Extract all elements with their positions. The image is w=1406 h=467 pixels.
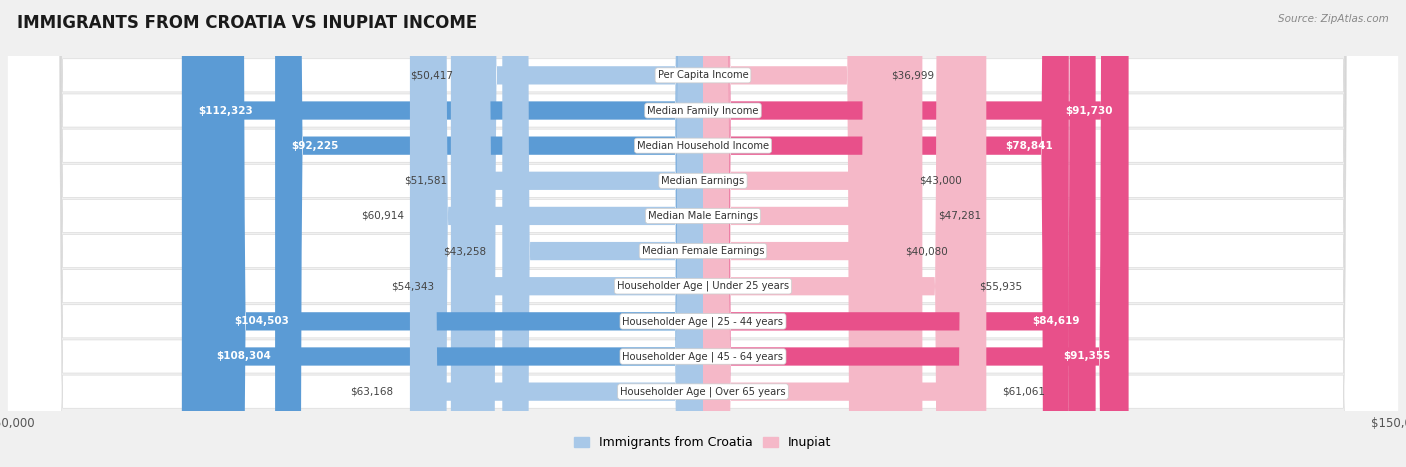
- FancyBboxPatch shape: [11, 0, 1395, 467]
- Text: $108,304: $108,304: [217, 352, 271, 361]
- Text: Median Male Earnings: Median Male Earnings: [648, 211, 758, 221]
- FancyBboxPatch shape: [7, 0, 1399, 467]
- Text: $54,343: $54,343: [391, 281, 434, 291]
- Text: $43,000: $43,000: [918, 176, 962, 186]
- Text: Median Earnings: Median Earnings: [661, 176, 745, 186]
- FancyBboxPatch shape: [464, 0, 703, 467]
- Text: Householder Age | Over 65 years: Householder Age | Over 65 years: [620, 386, 786, 397]
- Text: $63,168: $63,168: [350, 387, 394, 396]
- FancyBboxPatch shape: [411, 0, 703, 467]
- FancyBboxPatch shape: [420, 0, 703, 467]
- Legend: Immigrants from Croatia, Inupiat: Immigrants from Croatia, Inupiat: [569, 432, 837, 454]
- FancyBboxPatch shape: [11, 0, 1395, 467]
- FancyBboxPatch shape: [201, 0, 703, 467]
- FancyBboxPatch shape: [7, 0, 1399, 467]
- FancyBboxPatch shape: [218, 0, 703, 467]
- FancyBboxPatch shape: [502, 0, 703, 467]
- FancyBboxPatch shape: [703, 0, 1129, 467]
- Text: $112,323: $112,323: [198, 106, 253, 115]
- Text: Median Female Earnings: Median Female Earnings: [641, 246, 765, 256]
- Text: Median Family Income: Median Family Income: [647, 106, 759, 115]
- Text: $92,225: $92,225: [291, 141, 339, 151]
- Text: $60,914: $60,914: [361, 211, 404, 221]
- FancyBboxPatch shape: [11, 0, 1395, 467]
- FancyBboxPatch shape: [7, 0, 1399, 467]
- Text: $91,355: $91,355: [1063, 352, 1111, 361]
- FancyBboxPatch shape: [703, 0, 903, 467]
- FancyBboxPatch shape: [11, 0, 1395, 467]
- Text: $43,258: $43,258: [443, 246, 486, 256]
- FancyBboxPatch shape: [703, 0, 889, 467]
- Text: Median Household Income: Median Household Income: [637, 141, 769, 151]
- FancyBboxPatch shape: [703, 0, 922, 467]
- FancyBboxPatch shape: [7, 0, 1399, 467]
- Text: $51,581: $51,581: [405, 176, 447, 186]
- FancyBboxPatch shape: [7, 0, 1399, 467]
- FancyBboxPatch shape: [7, 0, 1399, 467]
- FancyBboxPatch shape: [7, 0, 1399, 467]
- FancyBboxPatch shape: [11, 0, 1395, 467]
- FancyBboxPatch shape: [703, 0, 1095, 467]
- FancyBboxPatch shape: [181, 0, 703, 467]
- Text: $50,417: $50,417: [409, 71, 453, 80]
- FancyBboxPatch shape: [703, 0, 1069, 467]
- FancyBboxPatch shape: [276, 0, 703, 467]
- FancyBboxPatch shape: [11, 0, 1395, 467]
- FancyBboxPatch shape: [451, 0, 703, 467]
- Text: $104,503: $104,503: [235, 316, 290, 326]
- Text: Householder Age | 45 - 64 years: Householder Age | 45 - 64 years: [623, 351, 783, 362]
- Text: $78,841: $78,841: [1005, 141, 1053, 151]
- FancyBboxPatch shape: [11, 0, 1395, 467]
- Text: $36,999: $36,999: [891, 71, 934, 80]
- Text: Householder Age | 25 - 44 years: Householder Age | 25 - 44 years: [623, 316, 783, 326]
- Text: $47,281: $47,281: [939, 211, 981, 221]
- Text: $61,061: $61,061: [1002, 387, 1046, 396]
- FancyBboxPatch shape: [7, 0, 1399, 467]
- Text: $84,619: $84,619: [1032, 316, 1080, 326]
- Text: $40,080: $40,080: [905, 246, 948, 256]
- FancyBboxPatch shape: [703, 0, 987, 467]
- Text: $91,730: $91,730: [1064, 106, 1112, 115]
- FancyBboxPatch shape: [703, 0, 963, 467]
- FancyBboxPatch shape: [11, 0, 1395, 467]
- Text: $55,935: $55,935: [979, 281, 1022, 291]
- Text: IMMIGRANTS FROM CROATIA VS INUPIAT INCOME: IMMIGRANTS FROM CROATIA VS INUPIAT INCOM…: [17, 14, 477, 32]
- FancyBboxPatch shape: [703, 0, 1126, 467]
- FancyBboxPatch shape: [7, 0, 1399, 467]
- FancyBboxPatch shape: [7, 0, 1399, 467]
- Text: Per Capita Income: Per Capita Income: [658, 71, 748, 80]
- FancyBboxPatch shape: [11, 0, 1395, 467]
- Text: Householder Age | Under 25 years: Householder Age | Under 25 years: [617, 281, 789, 291]
- FancyBboxPatch shape: [470, 0, 703, 467]
- Text: Source: ZipAtlas.com: Source: ZipAtlas.com: [1278, 14, 1389, 24]
- FancyBboxPatch shape: [703, 0, 875, 467]
- FancyBboxPatch shape: [11, 0, 1395, 467]
